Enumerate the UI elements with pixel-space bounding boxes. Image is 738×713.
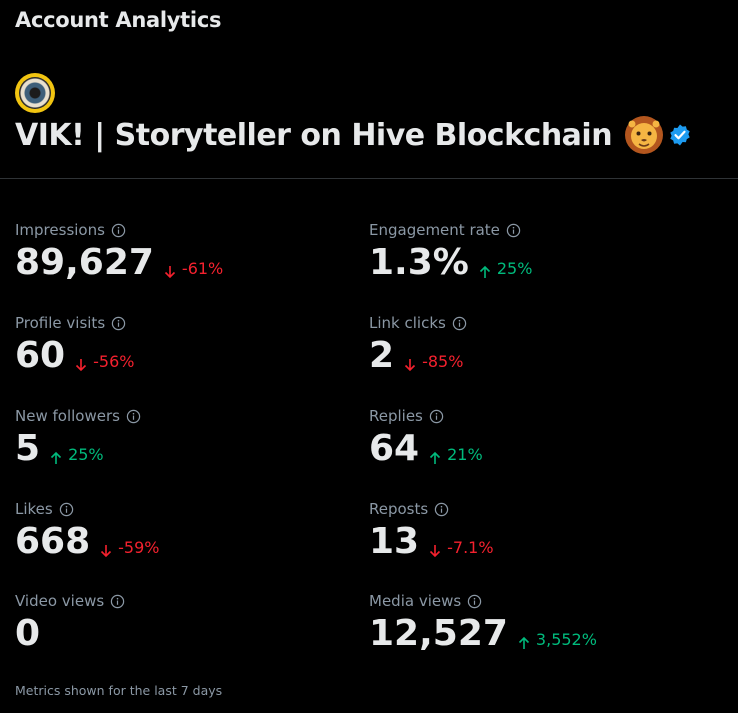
metric-value: 5 (15, 428, 41, 469)
account-name[interactable]: VIK! | Storyteller on Hive Blockchain (15, 117, 613, 153)
metric-delta: -59% (100, 538, 160, 557)
delta-text: -7.1% (447, 538, 494, 557)
metric-delta: 25% (50, 445, 104, 464)
header-divider (0, 178, 738, 179)
metric-label: Reposts (369, 500, 429, 518)
metric-likes: Likes 668 -59% (15, 500, 160, 562)
metric-delta: 3,552% (518, 630, 597, 649)
metric-video-views: Video views 0 (15, 592, 125, 654)
arrow-up-icon (430, 451, 441, 464)
info-icon[interactable] (429, 409, 444, 424)
metric-label: Link clicks (369, 314, 446, 332)
page-title: Account Analytics (15, 8, 222, 32)
info-icon[interactable] (506, 223, 521, 238)
verified-badge-icon (670, 124, 690, 146)
metric-label: Impressions (15, 221, 105, 239)
info-icon[interactable] (111, 316, 126, 331)
info-icon[interactable] (59, 502, 74, 517)
metric-media-views: Media views 12,527 3,552% (369, 592, 597, 654)
arrow-down-icon (76, 358, 87, 371)
metric-label: New followers (15, 407, 120, 425)
metric-value: 0 (15, 613, 41, 654)
metric-delta: -85% (404, 352, 463, 371)
delta-text: -56% (93, 352, 135, 371)
arrow-down-icon (101, 544, 112, 557)
arrow-up-icon (50, 451, 62, 464)
metric-label: Media views (369, 592, 462, 610)
metric-profile-visits: Profile visits 60 -56% (15, 314, 134, 376)
metric-value: 13 (369, 521, 420, 562)
metric-delta: 25% (479, 259, 533, 278)
delta-text: -85% (422, 352, 464, 371)
arrow-up-icon (479, 265, 490, 278)
metric-label: Video views (15, 592, 105, 610)
delta-text: 21% (447, 445, 483, 464)
metric-value: 64 (369, 428, 420, 469)
eye-avatar-image (19, 77, 51, 109)
lion-face-icon (625, 116, 664, 154)
info-icon[interactable] (434, 502, 449, 517)
metric-replies: Replies 64 21% (369, 407, 483, 469)
delta-text: 25% (496, 259, 533, 278)
info-icon[interactable] (452, 316, 467, 331)
metric-label: Engagement rate (369, 221, 500, 239)
metric-reposts: Reposts 13 -7.1% (369, 500, 494, 562)
metric-value: 668 (15, 521, 91, 562)
metric-delta: -61% (164, 259, 223, 278)
metric-delta: -56% (75, 352, 134, 371)
account-header: VIK! | Storyteller on Hive Blockchain (15, 115, 692, 155)
metric-delta: -7.1% (429, 538, 494, 557)
delta-text: 25% (68, 445, 104, 464)
avatar[interactable] (15, 73, 55, 113)
info-icon[interactable] (467, 594, 482, 609)
delta-text: -59% (118, 538, 160, 557)
metric-engagement-rate: Engagement rate 1.3% 25% (369, 221, 532, 283)
arrow-down-icon (430, 544, 441, 557)
metric-impressions: Impressions 89,627 -61% (15, 221, 223, 283)
metric-new-followers: New followers 5 25% (15, 407, 141, 469)
metric-value: 12,527 (369, 613, 508, 654)
info-icon[interactable] (126, 409, 141, 424)
info-icon[interactable] (110, 594, 125, 609)
delta-text: 3,552% (535, 630, 597, 649)
metric-value: 2 (369, 335, 395, 376)
metric-value: 89,627 (15, 242, 154, 283)
arrow-down-icon (404, 358, 416, 371)
metric-label: Profile visits (15, 314, 106, 332)
metrics-period-note: Metrics shown for the last 7 days (15, 683, 223, 698)
metric-delta: 21% (429, 445, 483, 464)
metric-label: Likes (15, 500, 53, 518)
info-icon[interactable] (111, 223, 126, 238)
metric-value: 1.3% (369, 242, 469, 283)
metric-value: 60 (15, 335, 66, 376)
delta-text: -61% (181, 259, 224, 278)
metric-label: Replies (369, 407, 423, 425)
arrow-down-icon (164, 265, 175, 278)
arrow-up-icon (518, 636, 529, 649)
metric-link-clicks: Link clicks 2 -85% (369, 314, 467, 376)
